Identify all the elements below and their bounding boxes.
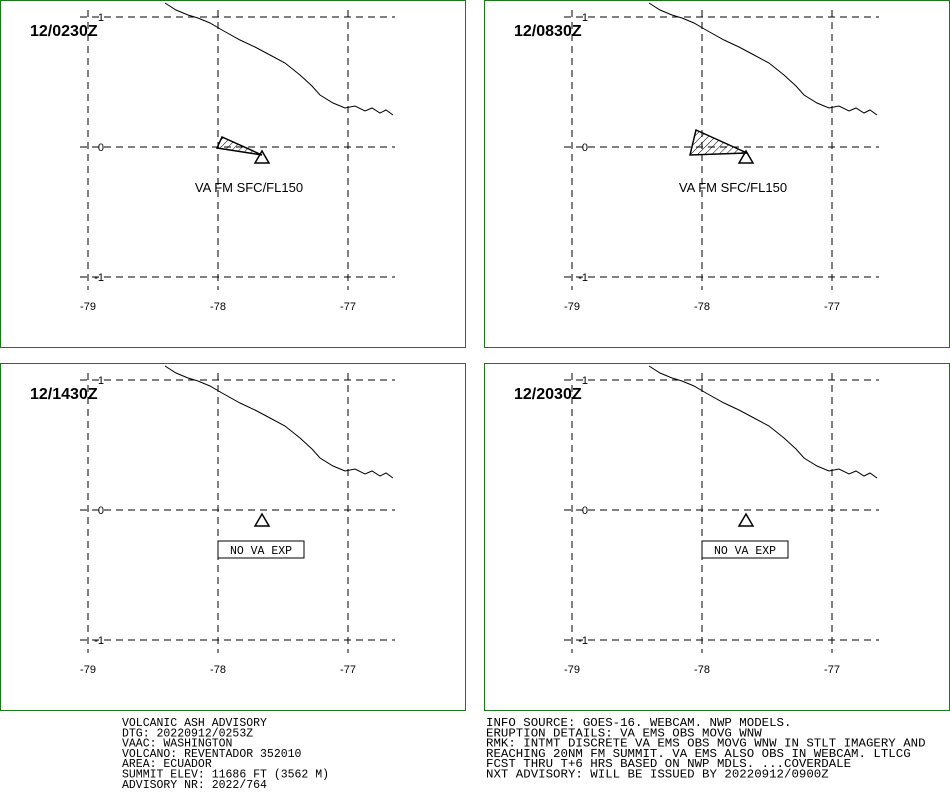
volcano-symbol [253,512,271,527]
advisory-line: DTG: 20220912/0253Z [122,727,253,740]
advisory-line: ERUPTION DETAILS: VA EMS OBS MOVG WNW [486,727,762,740]
y-tick-label: -1 [578,272,588,284]
y-tick-label: 0 [582,142,588,154]
y-tick-label: 0 [582,505,588,517]
x-tick-label: -77 [824,301,840,313]
panel-frame [484,0,950,348]
x-tick-label: -79 [80,664,96,676]
y-tick-label: 1 [98,375,104,387]
map-panel: -79 -78 -77 1 0 -1 12/2030Z NO VA EXP [484,363,950,711]
advisory-line: AREA: ECUADOR [122,758,212,771]
ash-label: NO VA EXP [230,545,292,558]
coastline [164,2,394,116]
panel-frame [0,0,466,348]
y-tick-label: 1 [582,12,588,24]
coastline [648,365,878,479]
advisory-line: VAAC: WASHINGTON [122,738,232,751]
valid-time: 12/0830Z [514,23,582,40]
advisory-line: NXT ADVISORY: WILL BE ISSUED BY 20220912… [486,769,829,782]
map-panel: -79 -78 -77 1 0 -1 12/0830Z VA FM SFC/FL150 [484,0,950,348]
advisory-line: SUMMIT ELEV: 11686 FT (3562 M) [122,769,329,782]
label-box [701,540,789,559]
x-tick-label: -77 [824,664,840,676]
advisory-line: VOLCANO: REVENTADOR 352010 [122,748,302,761]
ash-area [215,136,263,156]
y-tick-label: -1 [94,272,104,284]
x-tick-label: -79 [80,301,96,313]
x-tick-label: -78 [210,301,226,313]
y-tick-label: -1 [94,635,104,647]
x-tick-label: -79 [564,664,580,676]
panel-frame [0,363,466,711]
y-tick-label: 0 [98,505,104,517]
map-panel: -79 -78 -77 1 0 -1 12/1430Z NO VA EXP [0,363,466,711]
map-panel: -79 -78 -77 1 0 -1 12/0230Z VA FM SFC/FL150 [0,0,466,348]
panel-frame [484,363,950,711]
x-tick-label: -79 [564,301,580,313]
coastline [648,2,878,116]
advisory-line: INFO SOURCE: GOES-16. WEBCAM. NWP MODELS… [486,717,791,730]
volcano-symbol [737,512,755,527]
label-box [217,540,305,559]
x-tick-label: -77 [340,664,356,676]
x-tick-label: -78 [694,301,710,313]
ash-label: NO VA EXP [714,545,776,558]
volcano-symbol [737,149,755,164]
x-tick-label: -78 [694,664,710,676]
advisory-line: FCST THRU T+6 HRS BASED ON NWP MDLS. ...… [486,758,851,771]
valid-time: 12/0230Z [30,23,98,40]
x-tick-label: -78 [210,664,226,676]
coastline [164,365,394,479]
advisory-line: REACHING 20NM FM SUMMIT. VA EMS ALSO OBS… [486,748,911,761]
y-tick-label: 0 [98,142,104,154]
valid-time: 12/1430Z [30,386,98,403]
y-tick-label: -1 [578,635,588,647]
volcano-symbol [253,149,271,164]
advisory-line: VOLCANIC ASH ADVISORY [122,717,267,730]
ash-area [689,128,748,156]
valid-time: 12/2030Z [514,386,582,403]
ash-label: VA FM SFC/FL150 [679,180,787,195]
ash-label: VA FM SFC/FL150 [195,180,303,195]
y-tick-label: 1 [582,375,588,387]
x-tick-label: -77 [340,301,356,313]
advisory-line: ADVISORY NR: 2022/764 [122,779,267,792]
y-tick-label: 1 [98,12,104,24]
advisory-line: RMK: INTMT DISCRETE VA EMS OBS MOVG WNW … [486,738,926,751]
